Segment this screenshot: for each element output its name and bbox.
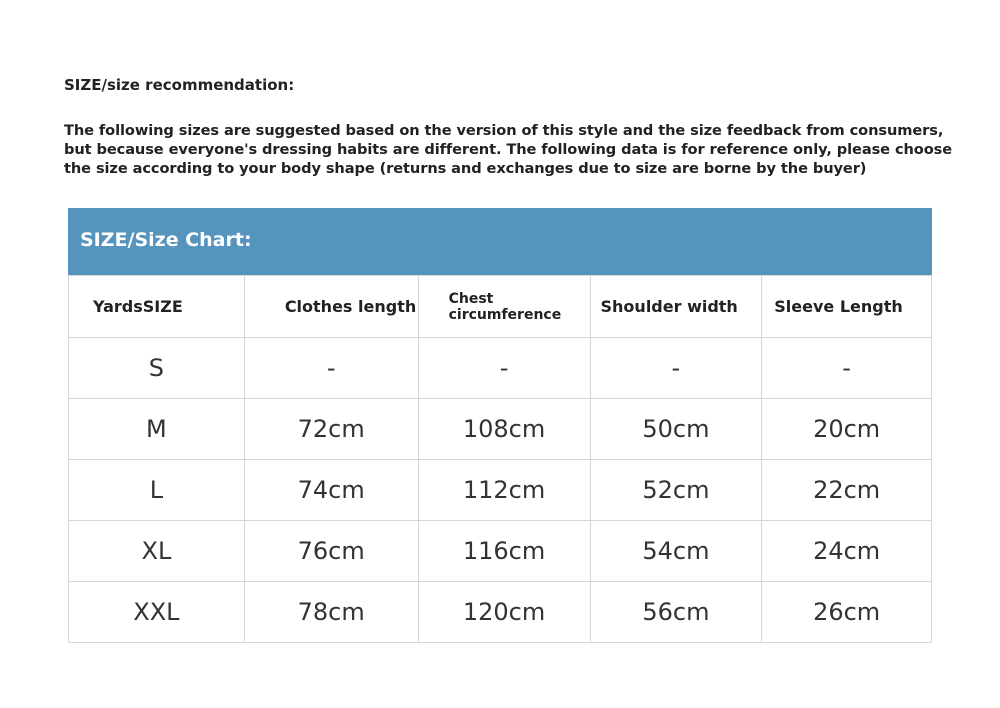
cell-value: - <box>417 337 591 399</box>
size-label: L <box>68 459 245 521</box>
cell-value: - <box>761 337 932 399</box>
cell-value: 72cm <box>243 398 419 460</box>
size-label: M <box>68 398 245 460</box>
cell-value: 74cm <box>243 459 419 521</box>
cell-value: 50cm <box>589 398 763 460</box>
cell-value: 108cm <box>417 398 591 460</box>
cell-value: 22cm <box>761 459 932 521</box>
column-header: YardsSIZE <box>68 275 245 338</box>
cell-value: 76cm <box>243 520 419 582</box>
section-title: SIZE/size recommendation: <box>64 76 295 94</box>
table-row: S---- <box>68 337 932 399</box>
cell-value: 116cm <box>417 520 591 582</box>
column-header: Sleeve Length <box>761 275 932 338</box>
table-row: M 72cm 108cm 50cm 20cm <box>68 398 932 460</box>
table-row: XL 76cm 116cm 54cm 24cm <box>68 520 932 582</box>
size-label: XXL <box>68 581 245 643</box>
cell-value: 24cm <box>761 520 932 582</box>
cell-value: - <box>243 337 419 399</box>
table-header-row: YardsSIZE Clothes length Chest circumfer… <box>68 275 932 338</box>
cell-value: 120cm <box>417 581 591 643</box>
chart-header-band: SIZE/Size Chart: <box>68 208 932 275</box>
chart-title: SIZE/Size Chart: <box>80 229 252 251</box>
size-table: YardsSIZE Clothes length Chest circumfer… <box>68 275 932 643</box>
table-row: XXL 78cm 120cm 56cm 26cm <box>68 581 932 643</box>
intro-text: The following sizes are suggested based … <box>64 122 953 177</box>
cell-value: 52cm <box>589 459 763 521</box>
column-header: Clothes length <box>243 275 419 338</box>
size-label: S <box>68 337 245 399</box>
column-header: Chest circumference <box>417 275 591 338</box>
cell-value: 54cm <box>589 520 763 582</box>
cell-value: 78cm <box>243 581 419 643</box>
column-header: Shoulder width <box>589 275 763 338</box>
cell-value: 26cm <box>761 581 932 643</box>
cell-value: 56cm <box>589 581 763 643</box>
cell-value: - <box>589 337 763 399</box>
size-label: XL <box>68 520 245 582</box>
table-row: L 74cm 112cm 52cm 22cm <box>68 459 932 521</box>
cell-value: 20cm <box>761 398 932 460</box>
cell-value: 112cm <box>417 459 591 521</box>
